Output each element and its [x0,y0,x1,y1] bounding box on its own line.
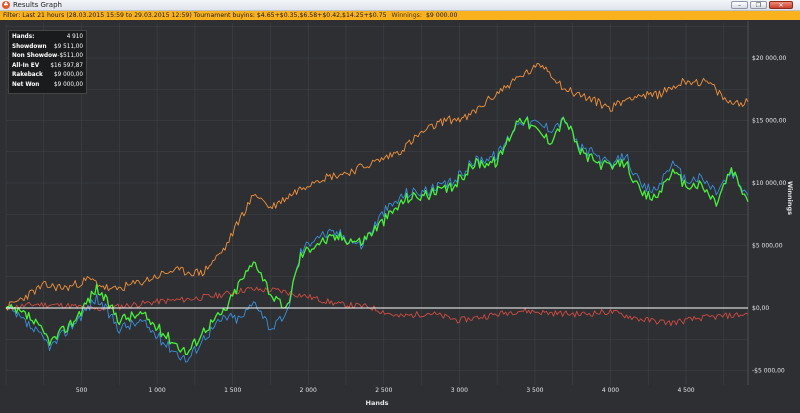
stat-row: Rakeback $9 000,00 [12,71,83,81]
results-chart[interactable]: 500 1 000 1 500 2 000 2 500 3 000 3 500 4 000 4 … [0,21,800,413]
series-line-non_showdown [5,286,749,327]
x-tick-label: 500 [76,387,88,394]
stat-label: Net Won [12,81,40,88]
stat-row: Showdown $9 511,00 [12,43,83,53]
winnings-filter-value: $9 000.00 [425,12,458,19]
stat-row: All-In EV $16 597,87 [12,62,83,72]
stat-value: $9 000,00 [54,81,83,88]
x-tick-label: 1 500 [224,387,241,394]
stat-row: Non Showdow -$511,00 [12,52,83,62]
restore-button[interactable]: ❐ [750,1,767,9]
y-tick-label: $0,00 [752,305,769,312]
x-tick-label: 3 500 [526,387,543,394]
x-tick-label: 4 500 [677,387,694,394]
winnings-filter-label: Winnings: [391,12,422,19]
x-tick-label: 1 000 [149,387,166,394]
stat-value: 4 910 [66,34,83,40]
stat-label: Showdown [12,43,47,50]
series-line-allin_ev [5,62,749,311]
app-icon: ♣ [2,1,10,9]
window-title: Results Graph [13,1,62,9]
filter-bar[interactable]: Filter: Last 21 hours (28.03.2015 15:59 … [0,11,800,20]
y-tick-label: -$5 000,00 [752,368,785,375]
stat-label: Rakeback [12,72,43,79]
stat-value: $16 597,87 [50,62,83,69]
x-tick-label: 4 000 [602,387,619,394]
y-tick-label: $10 000,00 [752,180,787,187]
x-tick-label: 2 000 [300,387,317,394]
stat-value: $9 000,00 [54,72,83,79]
stat-row: Net Won $9 000,00 [12,81,83,91]
stat-label: Hands: [12,34,35,40]
series-line-net_won [5,116,749,356]
results-graph[interactable]: 500 1 000 1 500 2 000 2 500 3 000 3 500 4 000 4 … [0,21,800,413]
x-axis-title: Hands [366,399,389,407]
stat-row: Hands: 4 910 [12,33,83,43]
series-line-showdown_extra [5,115,749,363]
y-tick-label: $5 000,00 [752,243,783,250]
stat-value: -$511,00 [57,53,83,60]
y-tick-label: $20 000,00 [752,55,787,62]
y-axis-title: Winnings [786,181,794,215]
x-tick-label: 2 500 [375,387,392,394]
stat-label: Non Showdow [12,53,58,60]
filter-text: Filter: Last 21 hours (28.03.2015 15:59 … [3,12,387,19]
stat-value: $9 511,00 [54,43,83,50]
x-tick-label: 3 000 [451,387,468,394]
close-button[interactable]: ✕ [769,1,793,9]
title-bar: ♣ Results Graph – ❐ ✕ [0,0,800,11]
stat-label: All-In EV [12,62,40,69]
stats-panel: Hands: 4 910 Showdown $9 511,00 Non Showdow -… [8,30,87,94]
minimize-button[interactable]: – [731,1,748,9]
y-tick-label: $15 000,00 [752,118,787,125]
